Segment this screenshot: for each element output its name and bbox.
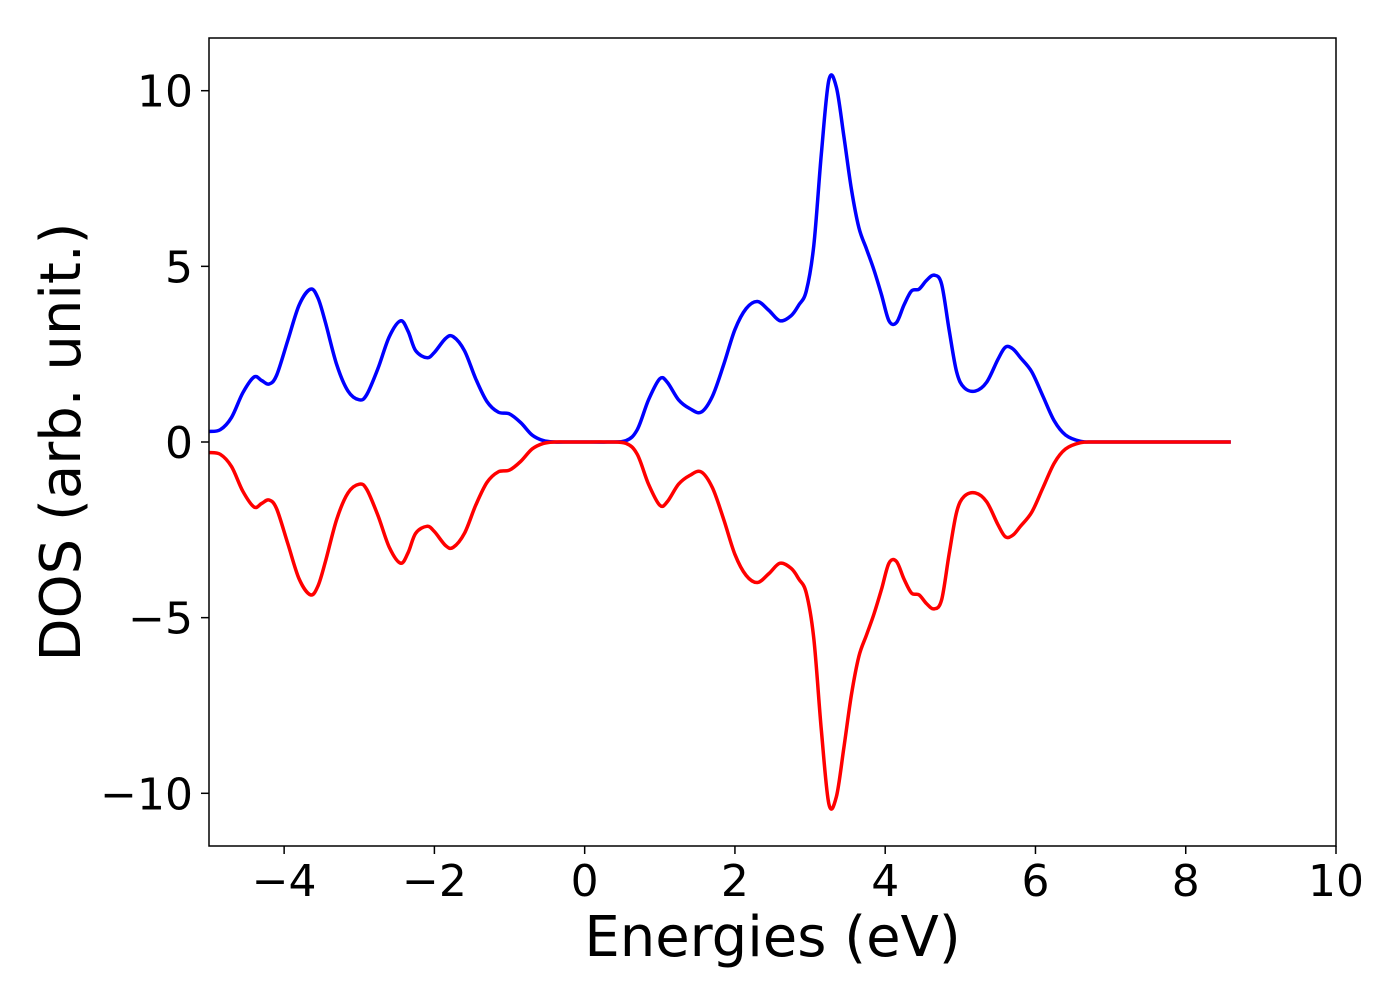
plot-area [209,73,1231,811]
y-tick-label: −10 [100,769,193,820]
y-tick-label: 0 [165,418,193,469]
x-axis: −4 −2 0 2 4 6 8 10 [252,846,1364,907]
y-axis-label: DOS (arb. unit.) [29,222,94,661]
x-tick-label: 8 [1172,856,1200,907]
series-line-1 [209,73,1231,444]
x-axis-label: Energies (eV) [584,905,960,970]
x-tick-label: 10 [1308,856,1364,907]
x-tick-label: −4 [252,856,317,907]
y-axis: 10 5 0 −5 −10 [100,67,209,820]
y-tick-label: −5 [128,594,193,645]
x-tick-label: 6 [1021,856,1049,907]
x-tick-label: 2 [721,856,749,907]
x-tick-label: −2 [402,856,467,907]
series-line-2 [209,440,1231,811]
x-tick-label: 4 [871,856,899,907]
x-tick-label: 0 [571,856,599,907]
y-tick-label: 10 [137,67,193,118]
y-tick-label: 5 [165,242,193,293]
